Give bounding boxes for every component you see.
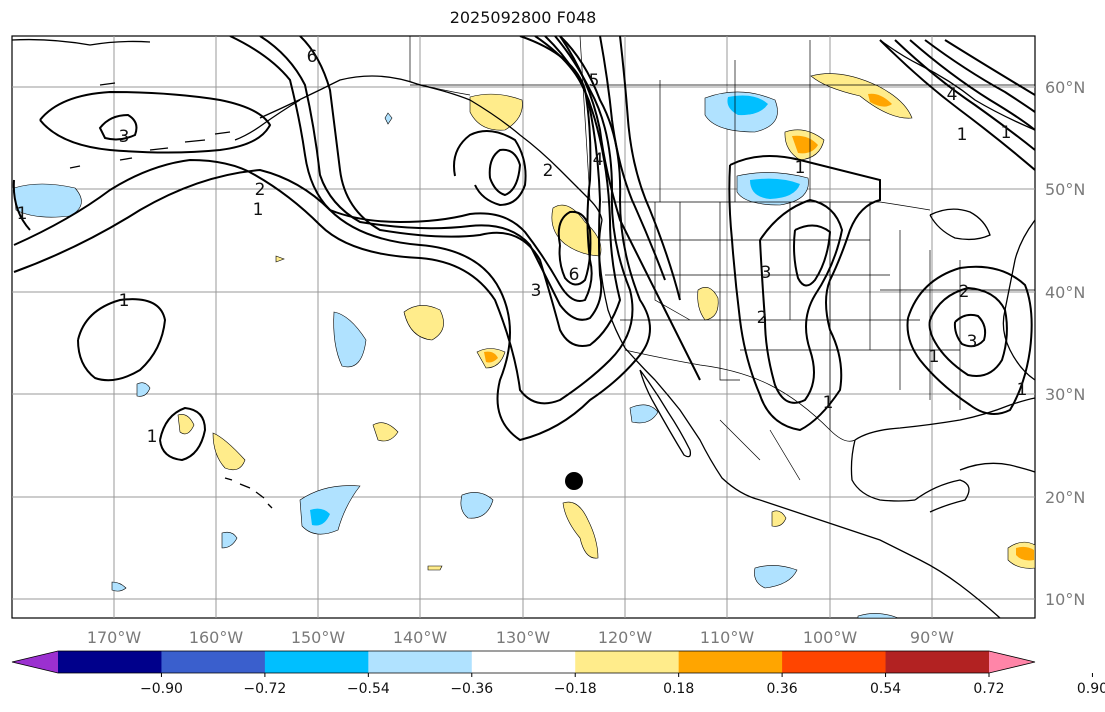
lon-label: 150°W [291,628,346,647]
contour-label: 3 [119,127,130,147]
colorbar-tick-label: −0.54 [347,681,390,697]
contour-label: 3 [967,332,978,352]
contour-label: 2 [959,282,970,302]
lon-label: 170°W [87,628,142,647]
colorbar-tick-label: −0.36 [450,681,493,697]
lat-label: 30°N [1045,385,1085,404]
colorbar: −0.90 −0.72 −0.54 −0.36 −0.18 0.18 0.36 0.54 0.7… [11,650,1105,697]
contour-label: 1 [119,291,130,311]
colorbar-segment [471,651,576,673]
contour-labels: 6 5 4 3 2 1 2 1 1 6 3 1 1 3 2 1 2 3 1 1 … [17,47,1028,447]
lat-label: 50°N [1045,180,1085,199]
colorbar-tick-label: 0.54 [870,681,901,697]
lat-label: 40°N [1045,283,1085,302]
contours [12,36,1035,462]
lat-label: 60°N [1045,78,1085,97]
lon-label: 130°W [496,628,551,647]
lon-label: 110°W [700,628,755,647]
lon-label: 120°W [598,628,653,647]
coastlines [12,38,1035,618]
colorbar-tick-label: −0.90 [140,681,183,697]
colorbar-segment [161,651,266,673]
map-content: 6 5 4 3 2 1 2 1 1 6 3 1 1 3 2 1 2 3 1 1 … [12,36,1035,618]
contour-label: 1 [17,204,28,224]
longitude-labels: 170°W 160°W 150°W 140°W 130°W 120°W 110°… [87,628,954,647]
lon-label: 100°W [803,628,858,647]
contour-label: 4 [947,85,958,105]
contour-label: 6 [307,47,318,67]
colorbar-segment [678,651,783,673]
colorbar-extend-max [989,651,1035,673]
lon-label: 160°W [189,628,244,647]
contour-label: 3 [531,281,542,301]
contour-label: 1 [253,200,264,220]
colorbar-tick-label: −0.72 [243,681,286,697]
map-title: 2025092800 F048 [449,8,597,27]
colorbar-segment [264,651,369,673]
contour-label: 2 [757,308,768,328]
colorbar-tick-label: 0.18 [663,681,694,697]
contour-label: 1 [957,125,968,145]
lon-label: 140°W [393,628,448,647]
colorbar-segment [368,651,473,673]
contour-label: 6 [569,265,580,285]
location-marker [565,472,583,490]
contour-label: 4 [593,150,604,170]
colorbar-extend-min [12,651,58,673]
contour-label: 1 [1001,123,1012,143]
colorbar-tick-label: 0.36 [767,681,798,697]
colorbar-segment [885,651,990,673]
contour-label: 1 [147,427,158,447]
contour-label: 1 [795,158,806,178]
colorbar-tick-label: −0.18 [554,681,597,697]
colorbar-outline [11,650,1036,674]
contour-label: 1 [1017,380,1028,400]
colorbar-segment [58,651,162,673]
lat-label: 10°N [1045,590,1085,609]
colorbar-segment [575,651,680,673]
contour-label: 2 [255,180,266,200]
colorbar-tick-label: 0.90 [1077,681,1105,697]
colorbar-segment [782,651,887,673]
shading-negative [13,91,899,618]
latitude-labels: 60°N 50°N 40°N 30°N 20°N 10°N [1045,78,1085,609]
colorbar-tick-label: 0.72 [973,681,1004,697]
contour-label: 5 [589,71,600,91]
lat-label: 20°N [1045,488,1085,507]
contour-label: 2 [543,161,554,181]
contour-label: 1 [823,393,834,413]
contour-label: 1 [929,347,940,367]
lon-label: 90°W [910,628,954,647]
contour-label: 3 [761,263,772,283]
